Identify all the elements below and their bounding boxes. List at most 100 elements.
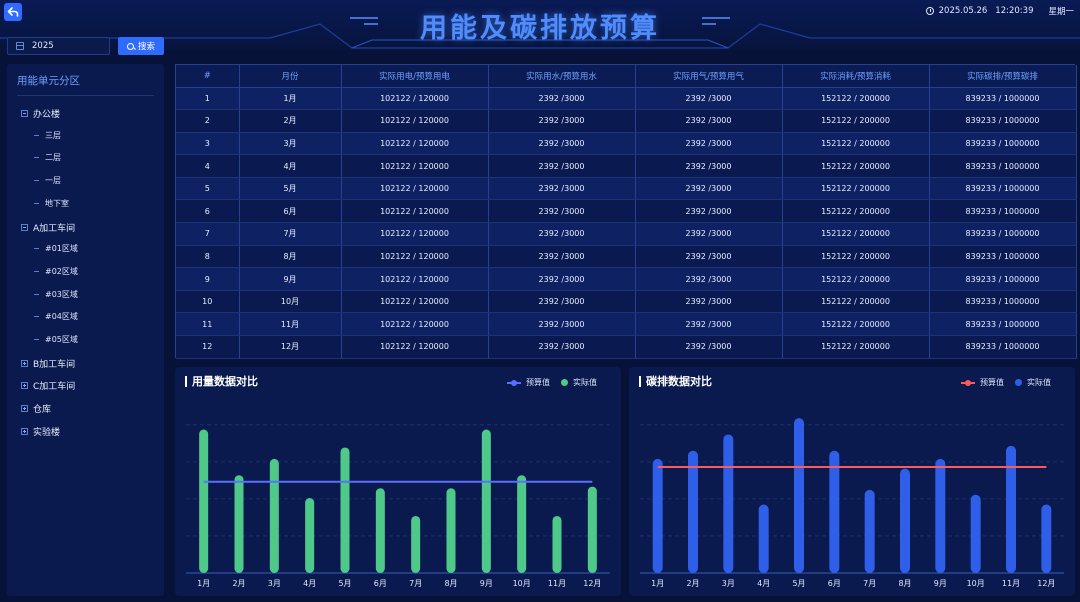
tree-connector	[34, 134, 39, 136]
bar-actual[interactable]	[517, 475, 527, 573]
search-button[interactable]: 搜索	[118, 37, 164, 55]
x-tick-label: 11月	[548, 579, 566, 588]
bar-actual[interactable]	[199, 429, 209, 573]
bar-actual[interactable]	[446, 488, 456, 573]
table-cell: 152122 / 200000	[782, 199, 930, 224]
bar-actual[interactable]	[829, 450, 840, 573]
tree-child-label: #02区域	[45, 266, 78, 276]
table-cell: 2392 /3000	[488, 177, 636, 201]
budget-table: # 月份 实际用电/预算用电 实际用水/预算用水 实际用气/预算用气 实际消耗/预算消耗实…	[175, 64, 1077, 359]
table-cell: 1	[176, 87, 240, 111]
bar-actual[interactable]	[970, 494, 981, 573]
tree-group-label: A加工车间	[33, 223, 76, 234]
table-cell: 2392 /3000	[635, 154, 783, 178]
header-decoration	[0, 17, 1080, 49]
bar-actual[interactable]	[552, 515, 562, 573]
tree-child-item[interactable]: #02区域	[34, 266, 78, 277]
table-cell: 5	[176, 177, 240, 201]
bar-actual[interactable]	[864, 489, 875, 573]
table-cell: 102122 / 120000	[341, 109, 489, 133]
expand-icon[interactable]	[21, 359, 28, 367]
tree-group-item[interactable]: A加工车间	[21, 221, 75, 234]
tree-child-item[interactable]: 一层	[34, 175, 61, 186]
bar-actual[interactable]	[411, 515, 421, 573]
table-cell: 839233 / 1000000	[929, 245, 1077, 269]
back-button[interactable]	[4, 3, 22, 21]
tree-child-item[interactable]: #05区域	[34, 334, 78, 345]
table-row: 1 1月 102122 / 120000 2392 /3000 2392 /3000 15…	[176, 87, 1077, 111]
tree-connector	[34, 180, 39, 182]
bar-actual[interactable]	[935, 458, 946, 573]
table-cell: 2392 /3000	[488, 222, 636, 246]
x-tick-label: 10月	[967, 579, 985, 588]
table-cell: 2392 /3000	[635, 199, 783, 224]
bar-actual[interactable]	[688, 450, 698, 573]
tree-group-item[interactable]: 仓库	[21, 402, 51, 415]
table-cell: 102122 / 120000	[341, 199, 489, 224]
tree-child-label: 地下室	[45, 198, 69, 208]
table-row: 10 10月 102122 / 120000 2392 /3000 2392 /3000…	[176, 290, 1077, 314]
bar-actual[interactable]	[758, 504, 769, 573]
table-cell: 102122 / 120000	[341, 222, 489, 246]
table-cell: 152122 / 200000	[782, 154, 930, 178]
table-row: 4 4月 102122 / 120000 2392 /3000 2392 /3000 15…	[176, 154, 1077, 178]
expand-icon[interactable]	[21, 382, 28, 390]
carbon-chart-panel: 碳排数据对比 预算值 实际值 1月 2月 3月 4月 5月 6月 7月 8月 9月 10月 11月 1…	[629, 367, 1075, 596]
legend-actual-label: 实际值	[573, 378, 597, 387]
usage-chart-legend: 预算值 实际值	[507, 377, 597, 388]
tree-child-item[interactable]: #04区域	[34, 311, 78, 322]
table-cell: 6	[176, 199, 240, 224]
tree-group-item[interactable]: C加工车间	[21, 379, 75, 392]
collapse-icon[interactable]	[21, 223, 28, 231]
bar-actual[interactable]	[481, 429, 491, 573]
table-body: 1 1月 102122 / 120000 2392 /3000 2392 /3000 15…	[176, 87, 1077, 359]
bar-actual[interactable]	[723, 434, 734, 573]
tree-child-item[interactable]: 三层	[34, 130, 61, 141]
table-row: 9 9月 102122 / 120000 2392 /3000 2392 /3000 15…	[176, 267, 1077, 291]
expand-icon[interactable]	[21, 427, 28, 435]
table-cell: 6月	[239, 199, 342, 224]
table-cell: 2392 /3000	[488, 267, 636, 291]
table-cell: 839233 / 1000000	[929, 199, 1077, 224]
table-cell: 2392 /3000	[635, 132, 783, 156]
x-tick-label: 6月	[374, 579, 387, 588]
table-cell: 152122 / 200000	[782, 87, 930, 111]
back-arrow-icon	[7, 7, 19, 17]
column-header: 实际用水/预算用水	[488, 65, 636, 88]
bar-actual[interactable]	[269, 458, 279, 573]
tree-child-item[interactable]: 二层	[34, 152, 61, 163]
table-cell: 152122 / 200000	[782, 109, 930, 133]
expand-icon[interactable]	[21, 405, 28, 413]
tree-group-item[interactable]: B加工车间	[21, 357, 75, 370]
x-tick-label: 2月	[232, 579, 245, 588]
bar-actual[interactable]	[375, 488, 385, 573]
table-cell: 10月	[239, 290, 342, 314]
table-cell: 839233 / 1000000	[929, 335, 1077, 359]
table-cell: 839233 / 1000000	[929, 132, 1077, 156]
bar-actual[interactable]	[587, 486, 597, 573]
bar-actual[interactable]	[900, 468, 910, 573]
collapse-icon[interactable]	[21, 110, 28, 117]
tree-child-item[interactable]: #03区域	[34, 289, 78, 300]
bar-actual[interactable]	[234, 475, 244, 573]
table-cell: 839233 / 1000000	[929, 154, 1077, 178]
tree-group-item[interactable]: 办公楼	[21, 107, 60, 120]
tree-child-item[interactable]: 地下室	[34, 198, 69, 209]
tree-child-item[interactable]: #01区域	[34, 243, 78, 254]
column-header: 实际消耗/预算消耗	[782, 65, 930, 88]
x-tick-label: 8月	[444, 579, 457, 588]
bar-actual[interactable]	[340, 447, 350, 573]
year-picker[interactable]: 2025	[7, 37, 110, 55]
tree-group-item[interactable]: 实验楼	[21, 425, 60, 438]
table-cell: 12月	[239, 335, 342, 359]
table-cell: 2392 /3000	[635, 109, 783, 133]
tree-connector	[34, 202, 39, 204]
bar-actual[interactable]	[1006, 445, 1016, 573]
bar-actual[interactable]	[1041, 504, 1052, 573]
table-row: 6 6月 102122 / 120000 2392 /3000 2392 /3000 15…	[176, 199, 1077, 224]
bar-actual[interactable]	[305, 498, 315, 573]
table-cell: 102122 / 120000	[341, 154, 489, 178]
bar-actual[interactable]	[794, 418, 804, 573]
carbon-chart-legend: 预算值 实际值	[961, 377, 1051, 388]
bar-actual[interactable]	[652, 458, 663, 573]
